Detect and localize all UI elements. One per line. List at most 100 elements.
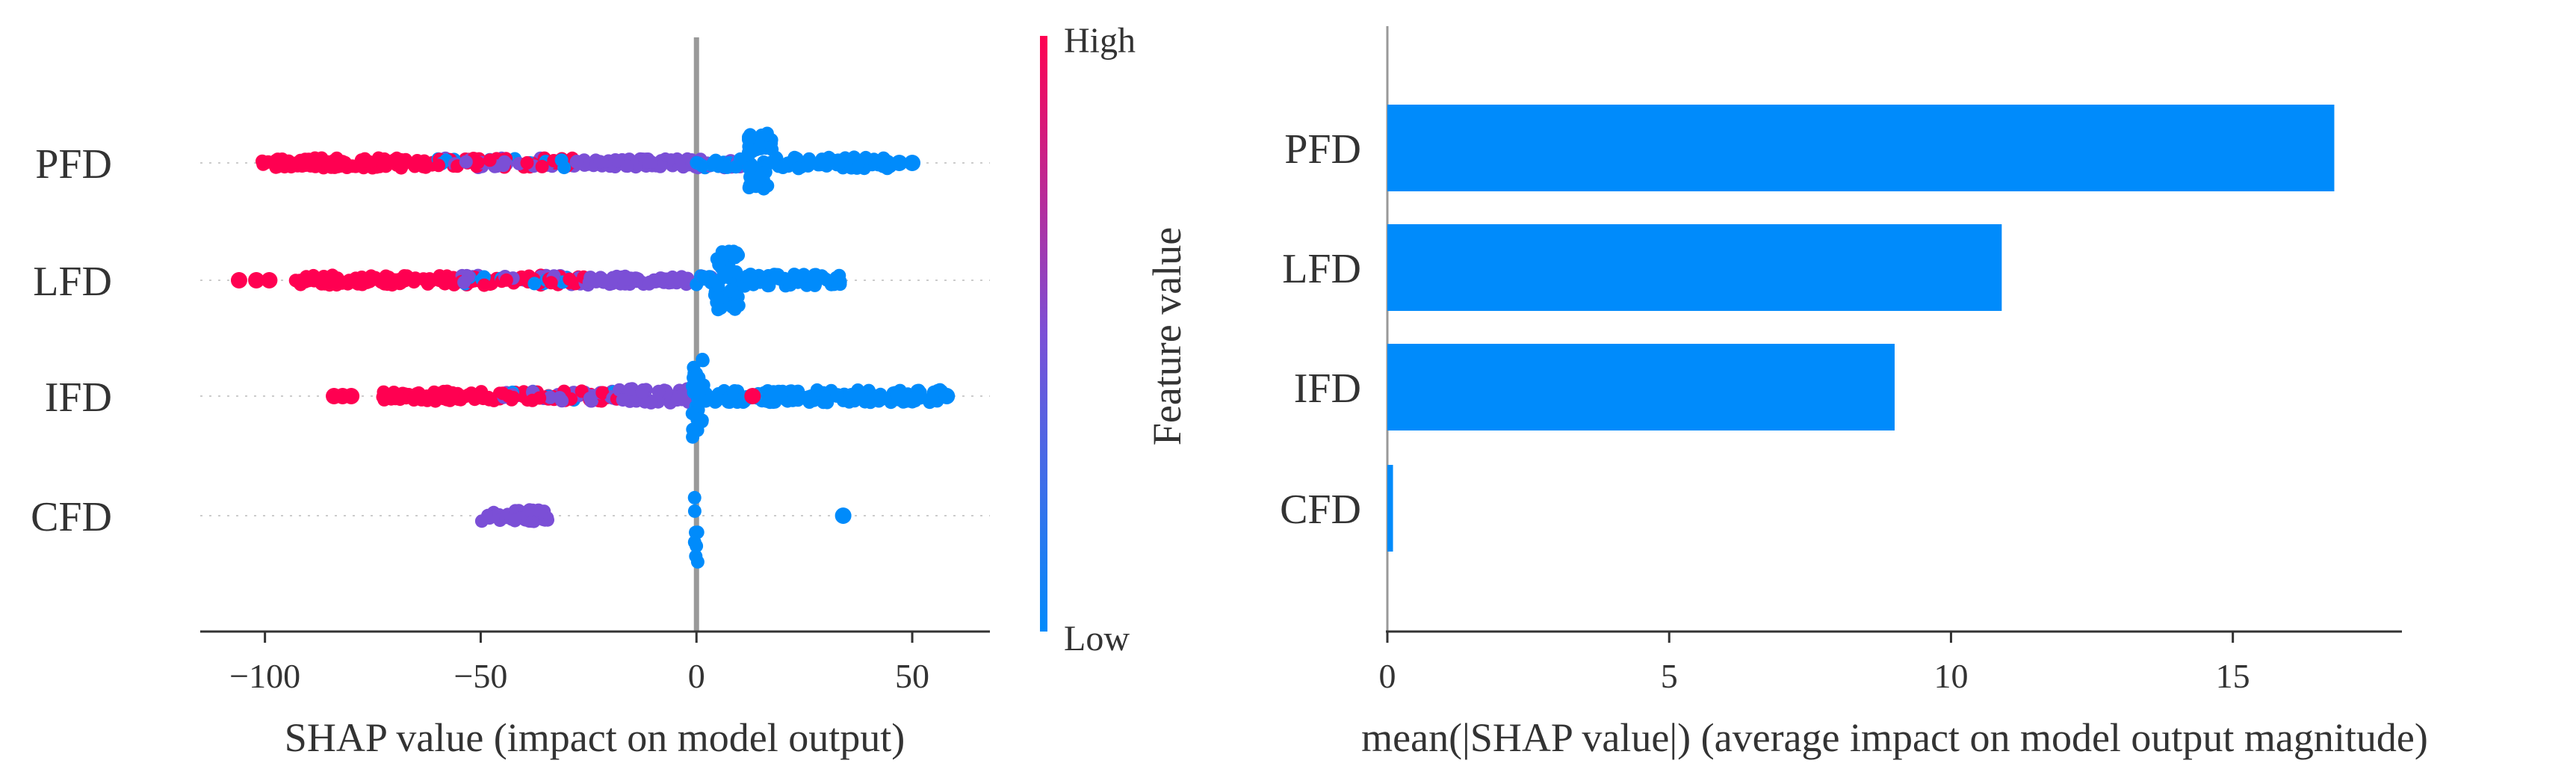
colorbar-title: Feature value — [1145, 227, 1189, 445]
shap-dot — [644, 395, 658, 410]
shap-dot — [312, 271, 326, 285]
shap-dot — [520, 155, 534, 170]
shap-dot — [821, 156, 835, 170]
shap-dot — [508, 513, 522, 528]
shap-dot — [393, 392, 407, 407]
bar — [1387, 105, 2335, 191]
shap-dot — [474, 514, 489, 528]
shap-dot — [710, 290, 725, 304]
shap-dot — [593, 155, 607, 169]
feature-label: CFD — [31, 494, 112, 540]
shap-dot — [938, 388, 956, 404]
beeswarm-x-axis-label: SHAP value (impact on model output) — [285, 715, 905, 760]
x-tick-label: −50 — [453, 657, 507, 695]
shap-dot — [874, 392, 888, 407]
x-tick-label: 15 — [2216, 657, 2250, 695]
feature-label: LFD — [33, 259, 112, 305]
x-tick-label: 0 — [688, 657, 705, 695]
shap-dot — [790, 274, 804, 288]
shap-dot — [261, 155, 275, 169]
shap-dot — [409, 386, 424, 401]
shap-dot — [724, 393, 738, 407]
bar — [1387, 465, 1393, 552]
shap-dot — [670, 393, 684, 407]
shap-dot — [687, 371, 700, 385]
shap-dot — [477, 278, 492, 292]
shap-dot — [343, 388, 360, 404]
shap-dot — [583, 391, 597, 405]
shap-dot — [835, 507, 852, 524]
shap-dot — [483, 153, 497, 167]
shap-dot — [230, 272, 247, 288]
bar-category-label: IFD — [1294, 365, 1361, 412]
beeswarm-feature-labels: PFD LFD IFD CFD — [31, 141, 112, 540]
colorbar-low-label: Low — [1064, 619, 1130, 658]
beeswarm-x-ticks: −100 −50 0 50 — [229, 632, 929, 695]
shap-dot — [687, 535, 702, 549]
x-tick-label: 0 — [1379, 657, 1396, 695]
shap-dot — [675, 157, 690, 171]
shap-dot — [746, 144, 760, 158]
shap-dot — [410, 154, 424, 167]
shap-dot — [463, 389, 477, 403]
bar-x-ticks: 0 5 10 15 — [1379, 632, 2250, 695]
shap-dot — [891, 389, 905, 403]
shap-dot — [696, 270, 710, 284]
shap-dot — [533, 391, 547, 405]
shap-dot — [620, 159, 634, 173]
shap-dot — [696, 158, 709, 173]
shap-dot — [830, 389, 844, 403]
shap-dot — [699, 394, 713, 408]
shap-dot — [651, 384, 666, 398]
shap-dot — [329, 278, 344, 292]
shap-dot — [808, 278, 822, 292]
shap-dot — [852, 389, 865, 403]
shap-dot — [606, 271, 620, 285]
beeswarm-series — [326, 353, 956, 444]
shap-dot — [367, 272, 381, 286]
shap-dot — [527, 277, 542, 291]
shap-dot — [891, 155, 908, 171]
shap-dot — [362, 155, 377, 169]
shap-dot — [775, 159, 789, 173]
bar — [1387, 344, 1895, 430]
shap-dot — [696, 353, 710, 366]
shap-dot — [563, 272, 577, 286]
bar — [1387, 224, 2002, 311]
colorbar-high-label: High — [1064, 21, 1136, 61]
shap-dot — [482, 390, 495, 404]
shap-dot — [619, 272, 634, 286]
shap-dot — [543, 390, 557, 404]
shap-dot — [687, 386, 701, 399]
x-tick-label: 5 — [1661, 657, 1678, 695]
shap-dot — [820, 273, 834, 287]
shap-dot — [687, 504, 702, 518]
shap-dot — [616, 393, 630, 407]
shap-dot — [506, 390, 520, 404]
shap-dot — [904, 155, 921, 171]
shap-dot — [764, 387, 778, 401]
shap-dot — [324, 160, 338, 174]
shap-dot — [293, 274, 307, 288]
shap-dot — [428, 394, 442, 408]
bar-category-label: PFD — [1284, 126, 1361, 173]
feature-label: IFD — [45, 374, 112, 421]
shap-dot — [457, 275, 471, 289]
shap-dot — [423, 272, 437, 286]
shap-dot — [731, 298, 746, 312]
shap-dot — [761, 179, 775, 193]
shap-dot — [623, 382, 637, 396]
shap-dot — [911, 383, 926, 398]
shap-dot — [770, 268, 784, 282]
shap-dot — [390, 151, 404, 165]
shap-dot — [554, 153, 569, 167]
bar-category-labels: PFD LFD IFD CFD — [1280, 126, 1361, 533]
shap-dot — [858, 150, 873, 164]
shap-dot — [471, 155, 485, 170]
shap-dot — [802, 395, 817, 409]
shap-dot — [248, 272, 265, 288]
shap-dot — [276, 155, 291, 170]
bar-category-label: CFD — [1280, 487, 1361, 533]
shap-dot — [716, 160, 731, 174]
bars — [1387, 105, 2335, 552]
